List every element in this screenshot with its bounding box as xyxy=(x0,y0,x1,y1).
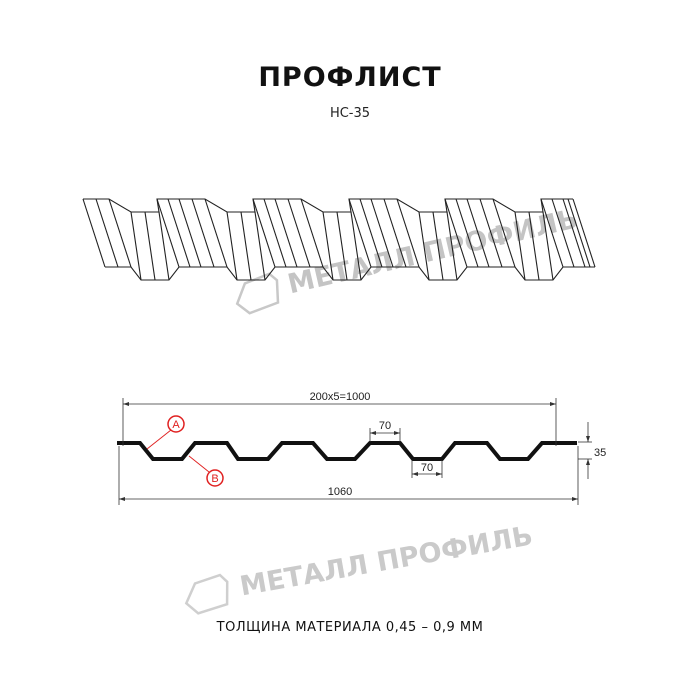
sheet-fold-line xyxy=(542,211,554,281)
material-thickness: ТОЛЩИНА МАТЕРИАЛА 0,45 – 0,9 ММ xyxy=(216,620,484,635)
sheet-fold-line xyxy=(178,198,202,268)
sheet-stiffener-line xyxy=(567,198,591,268)
sheet-fold-line xyxy=(562,198,586,268)
sheet-fold-line xyxy=(348,198,372,268)
sheet-top-edge xyxy=(83,198,573,213)
sheet-fold-line xyxy=(226,211,238,281)
sheet-fold-line xyxy=(300,198,324,268)
dim-label-full-width: 1060 xyxy=(328,486,352,498)
callout-b-label: B xyxy=(211,473,218,485)
dimension-arrows xyxy=(119,402,590,501)
sheet-stiffener-line xyxy=(287,198,311,268)
sheet-fold-line xyxy=(418,211,430,281)
dim-label-bottom-width: 70 xyxy=(421,462,433,474)
sheet-fold-line xyxy=(108,198,132,268)
dim-label-pitch: 200x5=1000 xyxy=(310,391,371,403)
sheet-fold-line xyxy=(158,211,170,281)
callout-a: A xyxy=(146,415,185,450)
watermark-logo-upper: МЕТАЛЛ ПРОФИЛЬ xyxy=(235,203,581,315)
sheet-stiffener-line xyxy=(263,198,287,268)
sheet-fold-line xyxy=(322,211,334,281)
sheet-fold-line xyxy=(492,198,516,268)
sheet-fold-line xyxy=(540,198,564,268)
sheet-fold-line xyxy=(446,211,458,281)
sheet-fold-line xyxy=(370,198,394,268)
sheet-fold-line xyxy=(514,211,526,281)
sheet-fold-line xyxy=(350,211,362,281)
sheet-fold-line xyxy=(254,211,266,281)
dimension-lines xyxy=(118,398,592,505)
sheet-stiffener-line xyxy=(240,211,252,281)
sheet-stiffener-line xyxy=(95,198,119,268)
sheet-stiffener-line xyxy=(455,198,479,268)
watermark-text-2: МЕТАЛЛ ПРОФИЛЬ xyxy=(238,520,535,602)
sheet-fold-line xyxy=(156,198,180,268)
sheet-fold-line xyxy=(466,198,490,268)
watermark-logo-lower: МЕТАЛЛ ПРОФИЛЬ xyxy=(184,520,535,615)
sheet-fold-line xyxy=(82,198,106,268)
sheet-fold-line xyxy=(252,198,276,268)
callout-b: B xyxy=(188,455,224,487)
sheet-stiffener-line xyxy=(383,198,407,268)
model-subtitle: НС-35 xyxy=(329,106,371,121)
sheet-stiffener-line xyxy=(144,211,156,281)
sheet-fold-line xyxy=(396,198,420,268)
sheet-stiffener-line xyxy=(432,211,444,281)
sheet-stiffener-line xyxy=(167,198,191,268)
sheet-fold-line xyxy=(444,198,468,268)
page-title: ПРОФЛИСТ xyxy=(258,62,442,93)
profile-section xyxy=(117,441,577,461)
sheet-stiffener-line xyxy=(191,198,215,268)
sheet-fold-line xyxy=(572,198,596,268)
sheet-stiffener-line xyxy=(336,211,348,281)
sheet-3d-view xyxy=(82,198,596,281)
callout-a-label: A xyxy=(172,419,180,431)
sheet-fold-line xyxy=(130,211,142,281)
sheet-fold-line xyxy=(204,198,228,268)
profile-outline xyxy=(117,441,577,461)
sheet-stiffener-line xyxy=(479,198,503,268)
sheet-stiffener-line xyxy=(528,211,540,281)
sheet-fold-line xyxy=(274,198,298,268)
dim-label-top-width: 70 xyxy=(379,420,391,432)
sheet-stiffener-line xyxy=(551,198,575,268)
dim-label-height: 35 xyxy=(594,447,606,459)
sheet-stiffener-line xyxy=(359,198,383,268)
